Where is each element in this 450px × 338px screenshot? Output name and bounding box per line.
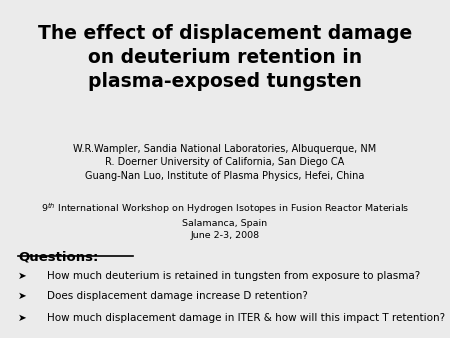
Text: Does displacement damage increase D retention?: Does displacement damage increase D rete… (47, 291, 308, 301)
Text: How much displacement damage in ITER & how will this impact T retention?: How much displacement damage in ITER & h… (47, 313, 446, 323)
Text: ➤: ➤ (18, 313, 27, 323)
Text: Questions:: Questions: (18, 251, 99, 264)
Text: ➤: ➤ (18, 271, 27, 281)
Text: $9^{th}$ International Workshop on Hydrogen Isotopes in Fusion Reactor Materials: $9^{th}$ International Workshop on Hydro… (41, 201, 409, 240)
Text: ➤: ➤ (18, 291, 27, 301)
Text: W.R.Wampler, Sandia National Laboratories, Albuquerque, NM
R. Doerner University: W.R.Wampler, Sandia National Laboratorie… (73, 144, 377, 181)
Text: How much deuterium is retained in tungsten from exposure to plasma?: How much deuterium is retained in tungst… (47, 271, 420, 281)
Text: The effect of displacement damage
on deuterium retention in
plasma-exposed tungs: The effect of displacement damage on deu… (38, 24, 412, 91)
